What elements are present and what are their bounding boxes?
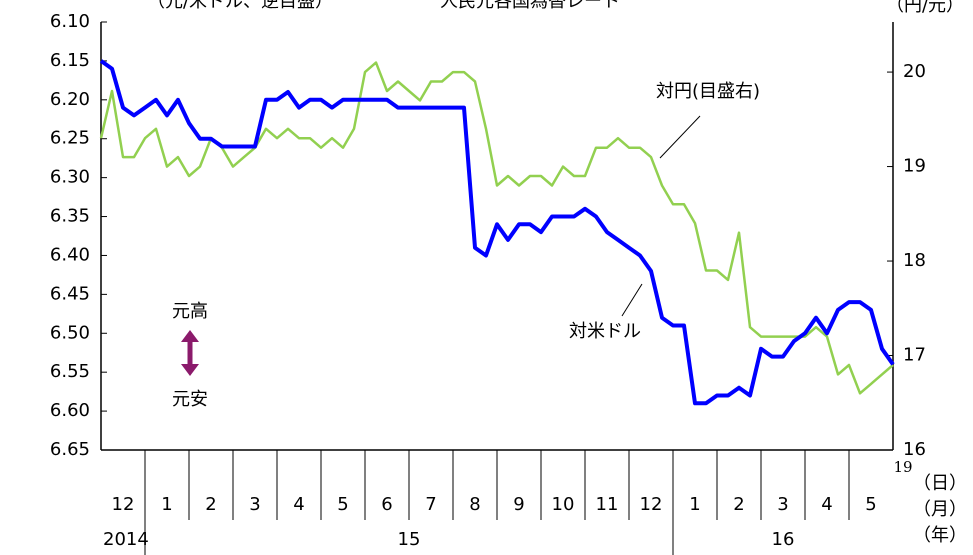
x-unit-label: （月） — [913, 499, 967, 520]
y-tick-label: 6.20 — [50, 89, 90, 110]
y-tick-label: 6.10 — [50, 11, 90, 32]
y-tick-label: 6.35 — [50, 206, 90, 227]
x-tick-label: 1 — [161, 494, 172, 515]
y-tick-label: 6.40 — [50, 244, 90, 265]
x-tick-label: 3 — [777, 494, 788, 515]
y-tick-label: 6.15 — [50, 50, 90, 71]
chart-title: 人民元各国為替レート — [440, 0, 620, 12]
x-tick-label: 3 — [249, 494, 260, 515]
x-tick-label: 12 — [112, 494, 135, 515]
x-tick-label: 10 — [552, 494, 575, 515]
y2-tick-label: 20 — [903, 61, 926, 82]
y-tick-label: 6.55 — [50, 361, 90, 382]
x-tick-label: 1 — [689, 494, 700, 515]
y2-tick-label: 19 — [903, 156, 926, 177]
x-tick-label: 5 — [337, 494, 348, 515]
series-label: 対円(目盛右) — [656, 81, 760, 102]
series-label: 対米ドル — [569, 321, 641, 342]
x-unit-label: （年） — [913, 525, 967, 546]
x-tick-label: 7 — [425, 494, 436, 515]
annotation: 元安 — [172, 389, 208, 410]
y-tick-label: 6.60 — [50, 400, 90, 421]
y-tick-label: 6.50 — [50, 322, 90, 343]
y-tick-label: 6.25 — [50, 128, 90, 149]
year-label: 15 — [398, 529, 421, 550]
x-tick-label: 2 — [205, 494, 216, 515]
x-tick-label: 5 — [865, 494, 876, 515]
x-tick-label: 2 — [733, 494, 744, 515]
y2-tick-label: 18 — [903, 250, 926, 271]
year-label: 16 — [772, 529, 795, 550]
x-tick-label: 4 — [293, 494, 304, 515]
y2-tick-label: 16 — [903, 439, 926, 460]
annotation-line — [659, 115, 701, 159]
y-axis-label: （元/米ドル、逆目盛） — [147, 0, 333, 12]
y-tick-label: 6.45 — [50, 283, 90, 304]
year-label: 2014 — [103, 529, 149, 550]
y-tick-label: 6.30 — [50, 167, 90, 188]
x-unit-label: （日） — [913, 473, 967, 494]
x-tick-label: 8 — [469, 494, 480, 515]
x-tick-label: 9 — [513, 494, 524, 515]
x-tick-label: 4 — [821, 494, 832, 515]
x-tick-label: 12 — [640, 494, 663, 515]
series-line — [99, 61, 894, 395]
x-tick-label: 11 — [596, 494, 619, 515]
series-line — [99, 59, 895, 406]
y-tick-label: 6.65 — [50, 439, 90, 460]
x-tick-label: 6 — [381, 494, 392, 515]
annotation-line — [621, 283, 643, 317]
y2-axis-label: （円/元） — [886, 0, 964, 16]
y2-tick-label: 17 — [903, 345, 926, 366]
annotation: 元高 — [172, 301, 208, 322]
direction-arrow — [181, 330, 199, 376]
x-day-label: 19 — [893, 458, 912, 476]
